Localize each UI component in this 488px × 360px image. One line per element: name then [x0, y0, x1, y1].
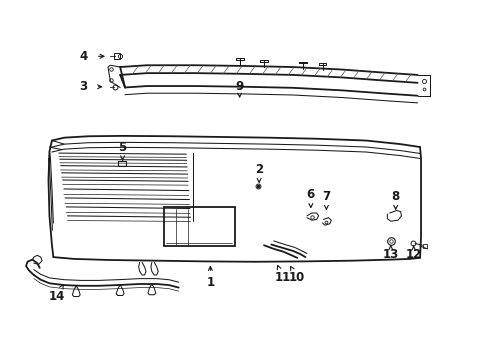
Bar: [163, 207, 234, 246]
Text: 9: 9: [235, 80, 243, 93]
Text: 11: 11: [274, 271, 290, 284]
Text: 7: 7: [322, 190, 330, 203]
Text: 1: 1: [206, 276, 214, 289]
Text: 10: 10: [288, 271, 305, 284]
Text: 5: 5: [118, 141, 126, 154]
Text: 12: 12: [405, 248, 421, 261]
Text: 2: 2: [255, 163, 263, 176]
Text: 3: 3: [80, 80, 87, 93]
Text: 13: 13: [382, 248, 398, 261]
Text: 6: 6: [306, 188, 314, 201]
Text: 8: 8: [391, 190, 399, 203]
Text: 4: 4: [80, 50, 87, 63]
Text: 14: 14: [48, 290, 65, 303]
